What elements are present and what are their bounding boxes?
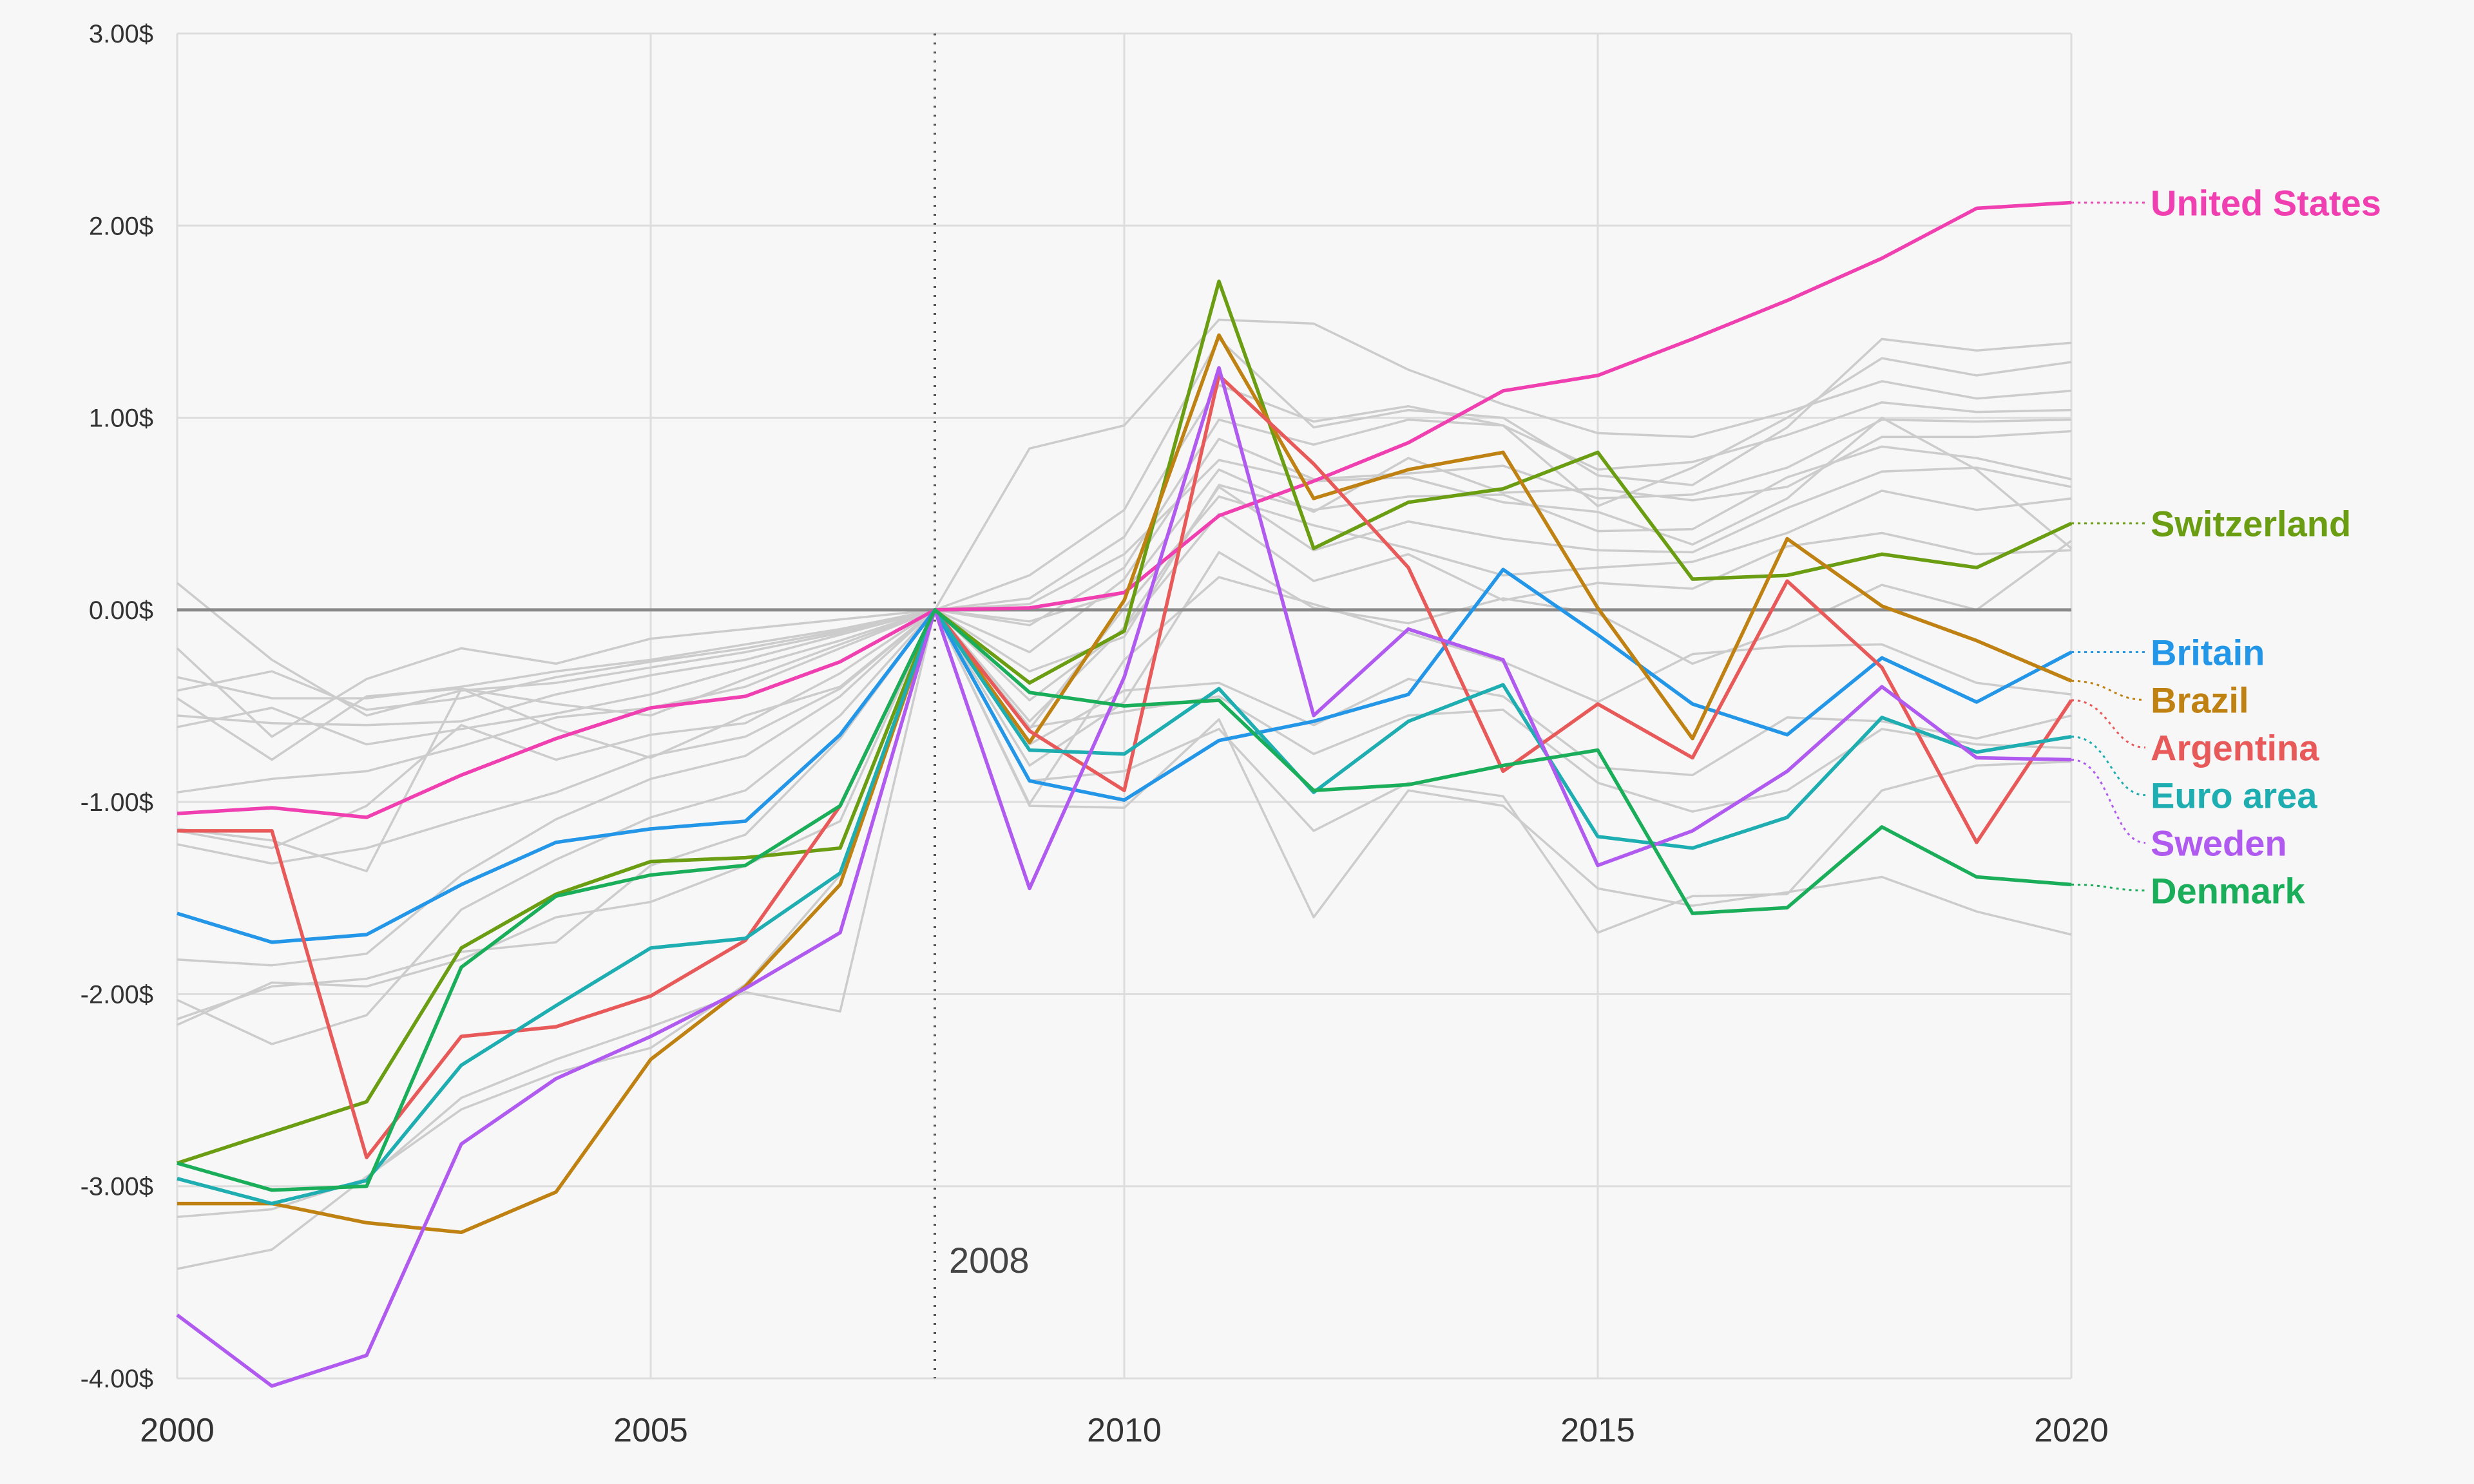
series-line (177, 567, 2073, 944)
series-label: Euro area (2151, 775, 2317, 815)
reference-line-label: 2008 (949, 1240, 1030, 1280)
background-series-line (177, 357, 2072, 699)
background-series-line (177, 609, 2072, 1020)
x-tick-label: 2015 (1560, 1412, 1635, 1449)
series-label: Argentina (2151, 727, 2319, 768)
series-line (177, 200, 2072, 819)
y-axis-tick-labels: -4.00$ -3.00$ -2.00$ -1.00$ 0.00$ 1.00$ 2.00$ 3… (81, 20, 153, 1393)
y-tick-label: -2.00$ (81, 980, 153, 1009)
series-label: Britain (2151, 632, 2265, 672)
background-series-line (176, 318, 2072, 717)
background-series-line (177, 609, 2072, 1270)
y-tick-label: 3.00$ (89, 20, 153, 48)
series-labels: United States Switzerland Britain Brazil Arg… (2071, 182, 2381, 911)
series-label: Denmark (2151, 870, 2306, 911)
background-series-line (176, 338, 2072, 738)
series-label: Sweden (2151, 823, 2287, 863)
background-series-line (177, 609, 2072, 1219)
x-tick-label: 2005 (613, 1412, 688, 1449)
label-leader-line (2071, 736, 2146, 796)
background-series-line (177, 401, 2072, 711)
series-line (177, 608, 2072, 1192)
x-tick-label: 2000 (140, 1412, 215, 1449)
y-tick-label: -3.00$ (81, 1173, 153, 1201)
background-series-line (177, 576, 2072, 1045)
label-leader-line (2071, 883, 2146, 891)
label-leader-line (2071, 759, 2146, 844)
series-label: Switzerland (2151, 504, 2351, 544)
x-tick-label: 2020 (2034, 1412, 2109, 1449)
series-line (177, 333, 2073, 1235)
highlighted-series-group (176, 200, 2073, 1388)
y-tick-label: 0.00$ (89, 596, 153, 625)
series-line (177, 280, 2073, 1165)
x-tick-label: 2010 (1087, 1412, 1162, 1449)
background-series-line (177, 490, 2072, 850)
label-leader-line (2071, 680, 2146, 701)
x-axis-tick-labels: 2000 2005 2010 2015 2020 (140, 1412, 2109, 1449)
series-line (177, 608, 2072, 1206)
y-tick-label: -4.00$ (81, 1365, 153, 1393)
series-line (176, 366, 2072, 1388)
y-tick-label: 2.00$ (89, 212, 153, 240)
y-tick-label: 1.00$ (89, 404, 153, 433)
background-series-line (177, 418, 2072, 727)
series-label: United States (2151, 182, 2381, 223)
background-series-line (177, 416, 2073, 761)
label-leader-line (2071, 699, 2146, 748)
y-tick-label: -1.00$ (81, 788, 153, 817)
series-line (177, 374, 2073, 1159)
series-label: Brazil (2151, 680, 2249, 720)
